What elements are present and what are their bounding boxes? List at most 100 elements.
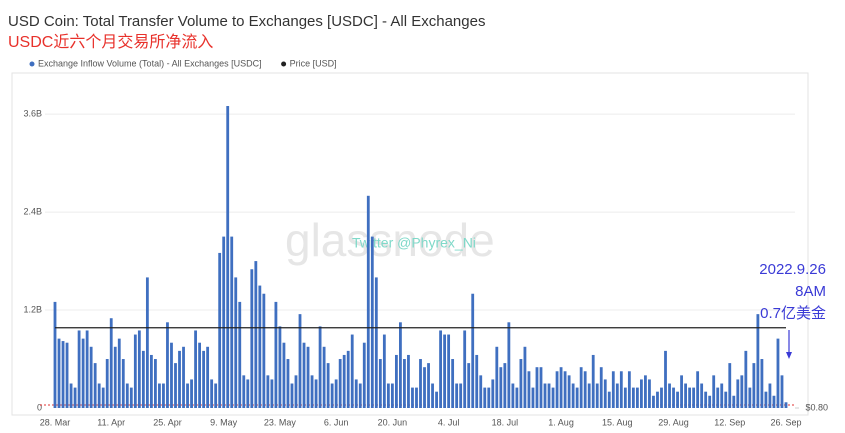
bar <box>73 387 77 408</box>
twitter-watermark: Twitter @Phyrex_Ni <box>352 235 476 251</box>
bar <box>61 341 65 408</box>
bar <box>141 350 145 408</box>
bar <box>162 383 165 408</box>
bar <box>587 383 591 408</box>
chart-title: USD Coin: Total Transfer Volume to Excha… <box>8 13 485 30</box>
bar <box>704 391 708 408</box>
bar <box>623 387 627 408</box>
legend-marker <box>281 61 287 67</box>
bar <box>507 322 511 408</box>
bar <box>619 371 623 408</box>
watermark: glassnode <box>285 214 495 266</box>
bar <box>475 354 479 408</box>
bar <box>483 387 487 408</box>
bar <box>471 293 475 408</box>
bar <box>780 375 784 408</box>
bar <box>270 379 274 408</box>
bar <box>282 342 286 408</box>
bar <box>362 342 366 408</box>
bar <box>684 383 687 408</box>
bar <box>81 338 85 408</box>
bar <box>443 334 447 408</box>
bar <box>65 342 69 408</box>
bar <box>431 383 434 408</box>
legend-marker <box>29 61 35 67</box>
bar <box>57 338 61 408</box>
bar <box>415 387 418 408</box>
bar <box>206 346 210 408</box>
bar <box>334 379 338 408</box>
bar <box>178 350 181 408</box>
bar <box>238 301 242 408</box>
bar <box>298 314 302 408</box>
x-tick-label: 26. Sep <box>770 417 801 427</box>
bar <box>198 342 201 408</box>
bar <box>539 367 543 408</box>
bar <box>274 301 278 408</box>
bar <box>85 330 89 408</box>
bar <box>688 387 692 408</box>
bar <box>487 387 491 408</box>
bar <box>603 379 607 408</box>
bar <box>109 318 113 408</box>
bar <box>314 379 318 408</box>
bar <box>133 334 137 408</box>
bar <box>571 383 575 408</box>
bar <box>503 363 507 408</box>
legend-label: Price [USD] <box>290 58 337 68</box>
annotation: 8AM <box>795 283 826 300</box>
bar <box>89 346 93 408</box>
bar <box>732 395 736 408</box>
bar <box>459 383 463 408</box>
bar <box>447 334 451 408</box>
bar <box>346 350 350 408</box>
bar <box>214 383 218 408</box>
bar <box>423 367 426 408</box>
bar <box>744 350 748 408</box>
bar <box>764 391 768 408</box>
bar <box>266 375 270 408</box>
bar <box>535 367 539 408</box>
x-tick-label: 18. Jul <box>492 417 519 427</box>
bar <box>370 236 374 408</box>
y-tick-label: 0 <box>37 402 42 412</box>
bar <box>399 322 402 408</box>
bar <box>258 285 262 408</box>
plot-frame <box>11 72 809 416</box>
bar <box>563 371 567 408</box>
bar <box>242 375 246 408</box>
bar <box>286 359 290 408</box>
bar <box>455 383 459 408</box>
bar <box>716 387 720 408</box>
bar <box>708 395 712 408</box>
bar <box>611 371 615 408</box>
bar <box>386 383 390 408</box>
bar <box>644 375 647 408</box>
bar <box>495 346 499 408</box>
bar <box>53 301 57 408</box>
bar <box>174 363 177 408</box>
y-tick-label: 3.6B <box>23 109 42 119</box>
bar <box>768 383 772 408</box>
bar <box>250 269 254 408</box>
bar <box>463 330 467 408</box>
bar <box>411 387 414 408</box>
bar <box>358 383 362 408</box>
annotation-arrowhead <box>786 352 792 359</box>
x-tick-label: 4. Jul <box>438 417 460 427</box>
bar <box>575 387 579 408</box>
bar <box>149 354 153 408</box>
bar <box>278 326 282 408</box>
bar <box>724 391 728 408</box>
bar <box>712 375 716 408</box>
bar <box>676 391 679 408</box>
bar <box>627 371 631 408</box>
bar <box>194 330 197 408</box>
bar <box>692 387 696 408</box>
bar <box>523 346 527 408</box>
bar <box>137 330 141 408</box>
bar <box>559 367 563 408</box>
x-tick-label: 11. Apr <box>97 417 125 427</box>
bar <box>145 277 149 408</box>
y-tick-label: 1.2B <box>23 304 42 314</box>
